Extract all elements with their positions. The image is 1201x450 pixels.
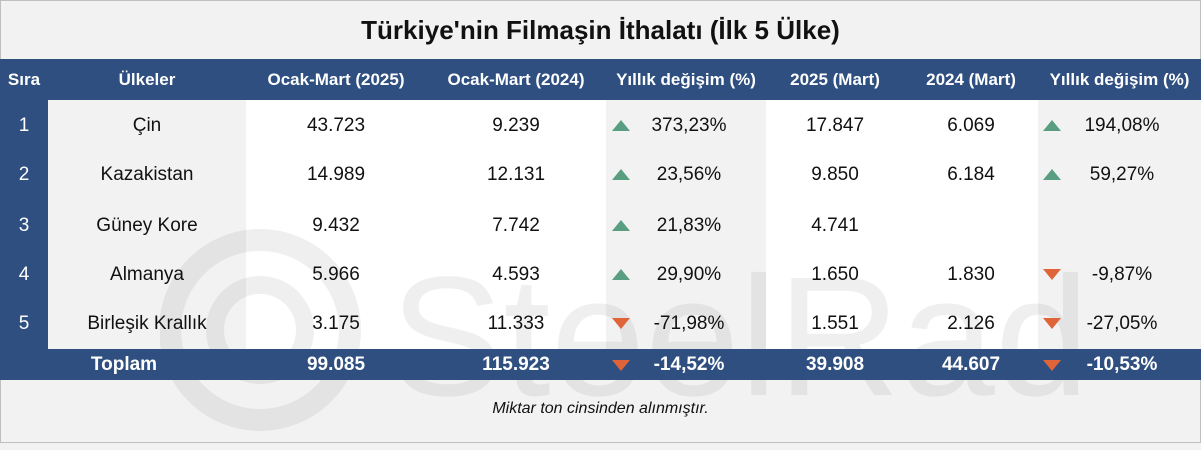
- cell-m2024: 2.126: [947, 313, 995, 334]
- decrease-arrow-icon: [612, 318, 630, 329]
- cell-country: Çin: [132, 115, 162, 136]
- increase-arrow-icon: [612, 120, 630, 131]
- table-row: 5 Birleşik Krallık 3.175 11.333 -71,98% 1.551…: [0, 298, 1201, 347]
- header-chg1: Yıllık değişim (%): [616, 70, 756, 89]
- cell-m2024: 6.184: [947, 164, 995, 185]
- change1-column-bg: [606, 100, 766, 349]
- cell-q2025: 9.432: [312, 215, 360, 236]
- increase-arrow-icon: [1043, 120, 1061, 131]
- header-q2025: Ocak-Mart (2025): [267, 70, 405, 89]
- index-column-bg: [0, 100, 48, 349]
- increase-arrow-icon: [612, 269, 630, 280]
- cell-m2024: 1.830: [947, 264, 995, 285]
- table-title: Türkiye'nin Filmaşin İthalatı (İlk 5 Ülk…: [361, 15, 840, 45]
- total-chg1-down-icon: [612, 360, 630, 371]
- cell-idx: 1: [18, 115, 30, 136]
- cell-q2024: 7.742: [492, 215, 540, 236]
- total-m2025: 39.908: [805, 354, 865, 375]
- cell-idx: 4: [18, 264, 30, 285]
- cell-chg1: 23,56%: [656, 164, 722, 185]
- cell-country: Birleşik Krallık: [87, 313, 207, 334]
- cell-m2025: 4.741: [811, 215, 859, 236]
- decrease-arrow-icon: [1043, 318, 1061, 329]
- cell-m2024: 6.069: [947, 115, 995, 136]
- increase-arrow-icon: [612, 169, 630, 180]
- cell-q2025: 14.989: [306, 164, 366, 185]
- decrease-arrow-icon: [1043, 269, 1061, 280]
- footnote: Miktar ton cinsinden alınmıştır.: [492, 400, 709, 417]
- cell-q2025: 3.175: [312, 313, 360, 334]
- cell-m2024: [904, 200, 1038, 249]
- table-row: 2 Kazakistan 14.989 12.131 23,56% 9.850 6.184 5…: [0, 149, 1201, 198]
- cell-q2025: 43.723: [306, 115, 366, 136]
- table-row: 3 Güney Kore 9.432 7.742 21,83% 4.741: [0, 200, 1201, 249]
- total-chg2: -10,53%: [1086, 354, 1158, 375]
- month-values-bg: [766, 100, 1038, 349]
- cell-country: Güney Kore: [96, 215, 198, 236]
- cell-chg1: 373,23%: [651, 115, 727, 136]
- header-q2024: Ocak-Mart (2024): [447, 70, 585, 89]
- header-chg2: Yıllık değişim (%): [1049, 70, 1190, 89]
- table-row: 4 Almanya 5.966 4.593 29,90% 1.650 1.830 -9,87%: [0, 249, 1201, 298]
- increase-arrow-icon: [1043, 169, 1061, 180]
- cell-q2024: 11.333: [487, 313, 545, 334]
- cell-idx: 5: [18, 313, 30, 334]
- cell-chg1: 21,83%: [656, 215, 722, 236]
- header-ulkeler: Ülkeler: [118, 70, 176, 89]
- header-m2025: 2025 (Mart): [790, 70, 880, 89]
- cell-m2025: 9.850: [811, 164, 859, 185]
- cell-chg2: [1066, 200, 1178, 249]
- cell-q2024: 12.131: [486, 164, 546, 185]
- header-sira: Sıra: [7, 70, 41, 89]
- cell-m2025: 1.551: [811, 313, 859, 334]
- country-column-bg: [48, 100, 246, 349]
- total-row: Toplam 99.085 115.923 -14,52% 39.908 44.…: [0, 349, 1201, 380]
- cell-idx: 3: [18, 215, 30, 236]
- header-row: Sıra Ülkeler Ocak-Mart (2025) Ocak-Mart …: [0, 59, 1201, 100]
- increase-arrow-icon: [612, 220, 630, 231]
- total-q2025: 99.085: [306, 354, 366, 375]
- cell-country: Kazakistan: [100, 164, 194, 185]
- table-body: SteelRadar 1Çin43.7239.239373,23%17.8476…: [0, 100, 1201, 432]
- cell-chg2: 59,27%: [1089, 164, 1155, 185]
- cell-q2024: 4.593: [492, 264, 540, 285]
- total-m2024: 44.607: [941, 354, 1001, 375]
- total-chg1: -14,52%: [653, 354, 725, 375]
- header-m2024: 2024 (Mart): [926, 70, 1016, 89]
- quarter-values-bg: [246, 100, 606, 349]
- cell-chg1: 29,90%: [656, 264, 722, 285]
- cell-q2024: 9.239: [492, 115, 540, 136]
- cell-idx: 2: [18, 164, 30, 185]
- table-row: 1 Çin 43.723 9.239 373,23% 17.847 6.069 194,08%: [0, 100, 1201, 149]
- cell-chg2: -9,87%: [1091, 264, 1153, 285]
- cell-country: Almanya: [110, 264, 184, 285]
- change2-column-bg: [1038, 100, 1201, 349]
- cell-chg2: -27,05%: [1086, 313, 1158, 334]
- total-q2024: 115.923: [482, 354, 550, 375]
- total-chg2-down-icon: [1043, 360, 1061, 371]
- cell-chg1: -71,98%: [653, 313, 725, 334]
- cell-m2025: 1.650: [811, 264, 859, 285]
- total-label: Toplam: [90, 354, 158, 375]
- cell-chg2: 194,08%: [1084, 115, 1160, 136]
- cell-q2025: 5.966: [312, 264, 360, 285]
- cell-m2025: 17.847: [805, 115, 865, 136]
